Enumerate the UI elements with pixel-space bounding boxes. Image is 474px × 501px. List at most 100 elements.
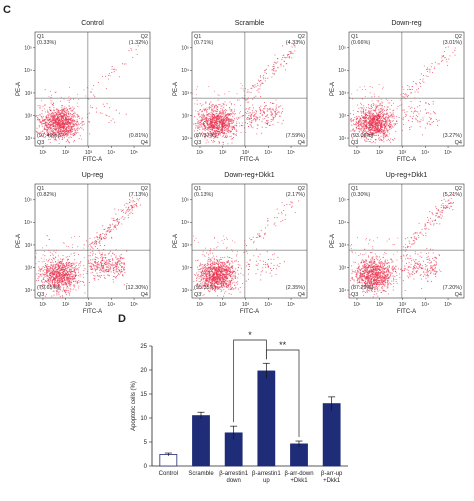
x-axis-label: FITC-A [240,157,259,163]
quadrant-value-q1: (0.71%) [194,40,213,46]
bar-y-tick-label: 5 [144,440,148,446]
y-axis-label: PE-A [16,234,22,248]
x-tick-label: 10² [62,150,70,156]
y-tick-label: 10¹ [25,136,33,142]
quadrant-value-q2: (3.01%) [443,40,462,46]
x-tick-label: 10¹ [196,302,204,308]
flow-plot-title: Scramble [235,20,265,27]
significance-label: ** [279,340,287,350]
category-label: down [226,478,240,484]
x-tick-label: 10³ [85,302,93,308]
flow-plot-title: Up-reg+Dkk1 [386,172,428,179]
quadrant-value-q4: (7.20%) [443,285,462,291]
y-tick-label: 10⁵ [24,46,32,52]
y-axis-label: PE-A [330,82,336,96]
x-tick-label: 10³ [242,302,250,308]
flow-plot-frame [348,31,465,147]
flow-plot: Control Q1(0.33%) Q2(1.32%) (97.49%)Q3 (0.81… [16,20,151,163]
quadrant-value-q4: (0.81%) [129,133,148,139]
panel-d-letter: D [118,313,126,325]
y-tick-label: 10⁵ [181,198,189,204]
quadrant-label-q4: Q4 [298,140,305,146]
category-label: Control [159,471,178,477]
flow-plot-title: Down-reg [391,20,421,27]
x-axis-label: FITC-A [240,309,259,315]
y-tick-label: 10² [339,265,347,271]
y-tick-label: 10⁵ [181,46,189,52]
quadrant-value-q3: (87.29%) [351,285,373,291]
y-tick-label: 10⁵ [338,198,346,204]
quadrant-label-q1: Q1 [37,186,44,192]
flow-plot: Down-reg Q1(0.66%) Q2(3.01%) (93.06%)Q3 (3.2… [330,20,465,163]
quadrant-label-q3: Q3 [351,140,358,146]
quadrant-label-q2: Q2 [141,34,148,40]
y-tick-label: 10³ [182,91,190,97]
bar-y-axis-label: Apoptotic cells (%) [131,381,137,431]
category-label: +Dkk1 [323,478,341,484]
x-tick-label: 10⁵ [130,150,138,156]
y-tick-label: 10⁴ [24,68,32,74]
x-tick-label: 10⁵ [130,302,138,308]
x-tick-label: 10⁵ [444,150,452,156]
bar [257,370,276,467]
x-tick-label: 10¹ [353,302,361,308]
x-tick-label: 10² [376,302,384,308]
y-axis-label: PE-A [173,82,179,96]
quadrant-label-q3: Q3 [194,140,201,146]
y-tick-label: 10² [25,113,33,119]
flow-cytometry-panel: ControlQ1(0.33%)Q2(1.32%)(97.49%)Q3(0.81… [16,20,465,315]
category-label: β-arr-down [284,471,313,477]
bar [290,443,308,467]
x-axis-label: FITC-A [397,157,416,163]
cell-events [191,44,296,145]
x-tick-label: 10² [219,150,227,156]
x-tick-label: 10³ [399,150,407,156]
y-axis-label: PE-A [330,234,336,248]
cell-events [349,46,456,144]
quadrant-value-q2: (7.13%) [129,192,148,198]
y-tick-label: 10⁵ [24,198,32,204]
bar [192,415,210,467]
bar-y-tick-label: 20 [140,368,147,374]
bar-y-tick-label: 10 [140,416,147,422]
category-label: Scramble [188,471,214,477]
quadrant-label-q4: Q4 [455,292,462,298]
quadrant-value-q1: (0.13%) [194,192,213,198]
bar [159,454,178,467]
flow-plot-title: Control [81,20,104,27]
quadrant-value-q1: (0.66%) [351,40,370,46]
category-label: +Dkk1 [290,478,308,484]
quadrant-label-q3: Q3 [351,292,358,298]
x-tick-label: 10⁴ [264,150,272,156]
cell-events [193,200,300,297]
quadrant-value-q1: (0.82%) [37,192,56,198]
significance-bracket [265,349,300,438]
y-tick-label: 10⁴ [24,220,32,226]
y-tick-label: 10² [182,265,190,271]
cell-events [34,197,142,298]
y-tick-label: 10³ [339,91,347,97]
y-tick-label: 10² [25,265,33,271]
quadrant-label-q1: Q1 [351,34,358,40]
x-axis-label: FITC-A [83,309,102,315]
flow-plot: Up-reg Q1(0.82%) Q2(7.13%) (79.65%)Q3 (12.30… [16,172,151,315]
quadrant-value-q3: (97.49%) [37,133,59,139]
quadrant-label-q3: Q3 [37,140,44,146]
quadrant-value-q2: (1.32%) [129,40,148,46]
quadrant-label-q1: Q1 [194,34,201,40]
quadrant-value-q3: (95.35%) [194,285,216,291]
flow-plot-frame [348,183,465,299]
x-tick-label: 10¹ [39,302,47,308]
y-tick-label: 10¹ [182,288,190,294]
quadrant-value-q4: (2.35%) [286,285,305,291]
quadrant-label-q2: Q2 [455,186,462,192]
quadrant-value-q4: (3.27%) [443,133,462,139]
quadrant-label-q4: Q4 [298,292,305,298]
category-label: up [263,478,270,484]
category-label: β-arrestin1 [252,471,281,477]
y-tick-label: 10⁵ [338,46,346,52]
quadrant-value-q4: (7.59%) [286,133,305,139]
y-axis-label: PE-A [16,82,22,96]
quadrant-label-q2: Q2 [298,34,305,40]
x-tick-label: 10⁴ [107,150,115,156]
